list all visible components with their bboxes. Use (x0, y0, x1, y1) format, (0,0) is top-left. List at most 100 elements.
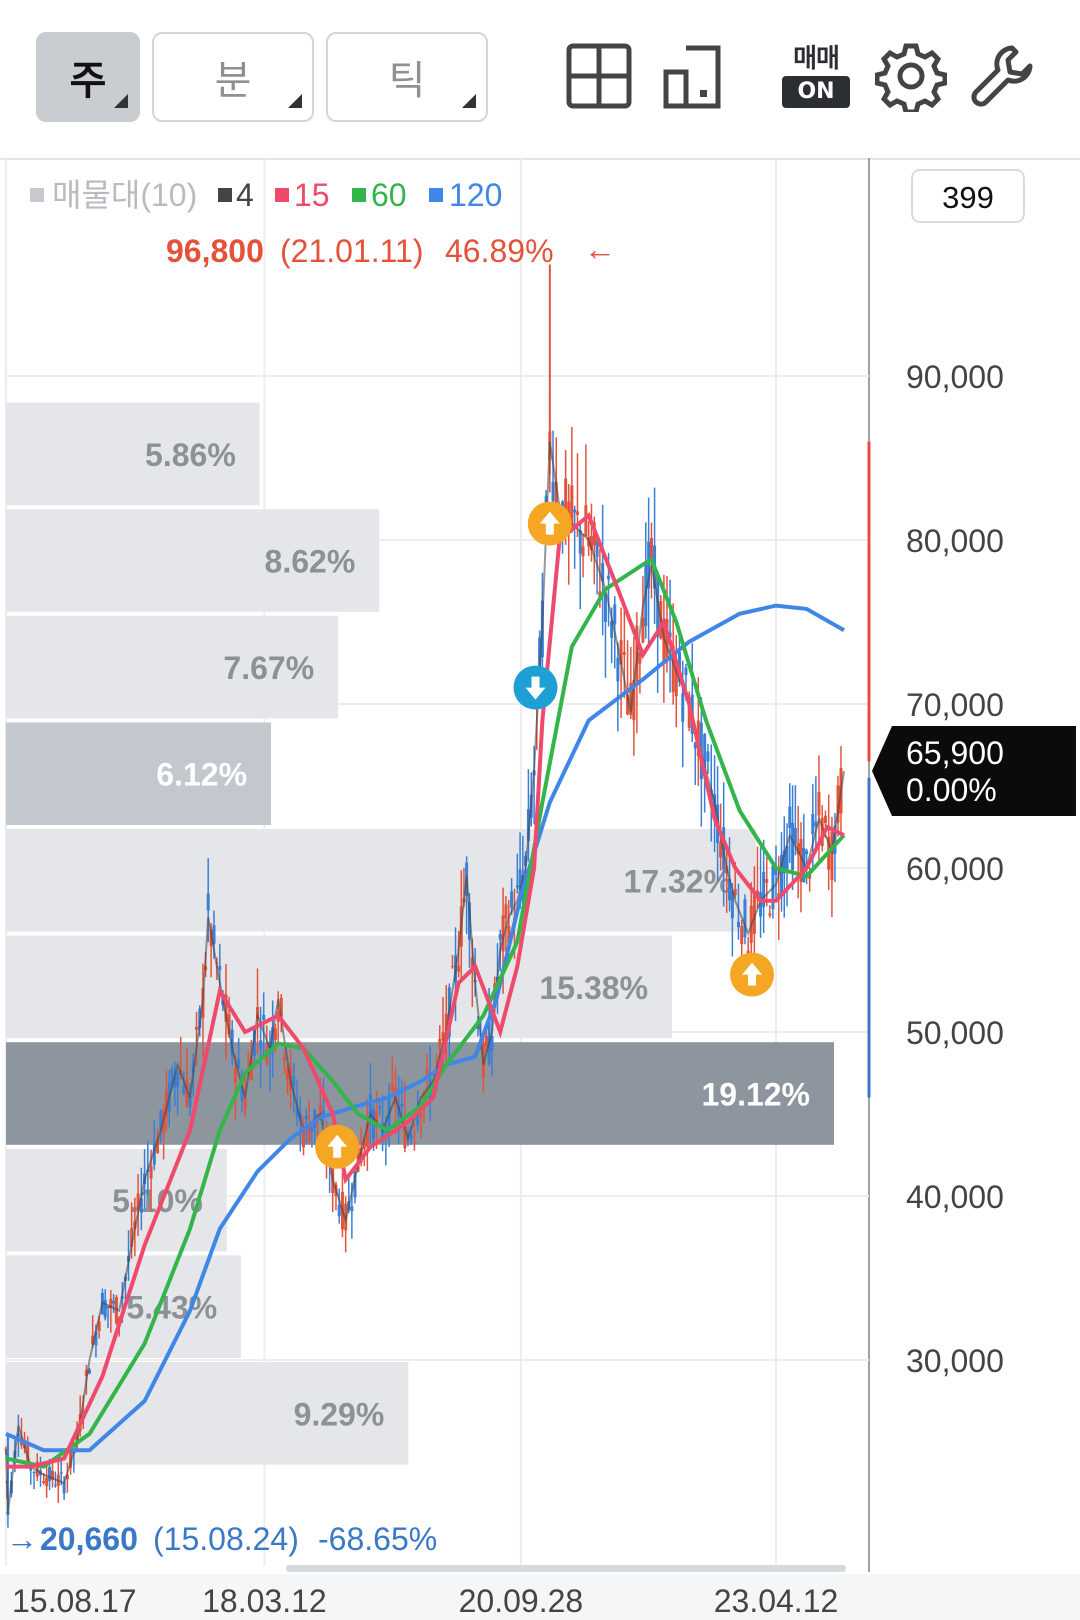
candle-body (595, 539, 599, 557)
candle-body (35, 1461, 39, 1477)
candle-body (173, 1076, 177, 1088)
split-screen-icon[interactable] (656, 40, 728, 112)
legend-swatch-ma120 (429, 188, 443, 202)
candle-body (318, 1105, 322, 1118)
volume-profile-bar (6, 722, 272, 825)
candle-body (613, 604, 617, 625)
candle-body (4, 1448, 8, 1451)
candle-body (243, 1096, 247, 1110)
volume-profile-bar (6, 1042, 834, 1145)
candle-body (759, 892, 763, 917)
candle-body (450, 966, 454, 968)
y-tick-label: 40,000 (906, 1179, 1004, 1215)
candle-body (273, 1028, 277, 1041)
candle-body (811, 814, 815, 835)
volume-profile-label: 5.43% (126, 1290, 217, 1326)
legend-ma120: 120 (449, 177, 502, 213)
candle-body (441, 1032, 445, 1041)
candle-body (94, 1331, 98, 1346)
candle-body (746, 950, 750, 955)
candle-body (570, 485, 574, 526)
candle-body (581, 546, 585, 557)
candle-body (156, 1139, 160, 1154)
candle-body (551, 481, 555, 502)
candle-body (368, 1094, 372, 1123)
candle-body (292, 1075, 296, 1086)
candle-body (375, 1110, 379, 1122)
candle-body (752, 892, 756, 934)
candle-body (684, 667, 688, 675)
candle-body (164, 1090, 168, 1118)
legend-swatch-profile (30, 188, 44, 202)
grid-layout-icon[interactable] (563, 40, 635, 112)
volume-profile-label: 5.86% (145, 437, 236, 473)
candle-body (438, 1038, 442, 1047)
count-badge[interactable] (911, 169, 1025, 223)
candle-body (259, 1040, 263, 1049)
signal-arrow-glyph (539, 511, 560, 535)
candle-body (706, 751, 710, 762)
candle-body (149, 1165, 153, 1179)
candle-body (109, 1298, 113, 1309)
candle-body (310, 1126, 314, 1132)
chart-scrollbar[interactable] (286, 1565, 846, 1572)
candle-body (218, 965, 222, 971)
candle-body (359, 1148, 363, 1163)
candle-body (647, 541, 651, 589)
candle-body (188, 1095, 192, 1108)
low-arrow-icon: → (6, 1521, 38, 1557)
candle-body (504, 904, 508, 919)
ma60-line (5, 556, 846, 1469)
candle-body (820, 817, 824, 847)
candle-body (490, 1035, 494, 1051)
candle-body (728, 878, 732, 901)
candle-body (762, 871, 766, 908)
candle-body (743, 899, 747, 938)
tab-tick-label: 틱 (388, 58, 426, 104)
signal-arrow-glyph (742, 962, 763, 986)
volume-profile-bar (6, 509, 380, 612)
candle-body (823, 815, 827, 824)
legend-ma60: 60 (371, 177, 407, 213)
candle-body (139, 1198, 143, 1213)
y-tick-label: 60,000 (906, 851, 1004, 887)
candle-body (87, 1369, 91, 1374)
low-pct: -68.65% (318, 1521, 437, 1557)
candle-body (416, 1114, 420, 1126)
candle-body (295, 1107, 299, 1117)
candle-body (610, 620, 614, 638)
low-price: 20,660 (40, 1521, 138, 1557)
candle-body (589, 535, 593, 551)
candle-body (668, 632, 672, 638)
candle-body (788, 806, 792, 829)
x-tick-label: 20.09.28 (459, 1583, 584, 1619)
candle-body (81, 1410, 85, 1414)
candle-body (91, 1335, 95, 1345)
tab-minute[interactable]: 분 (152, 32, 314, 122)
low-date: (15.08.24) (153, 1521, 299, 1557)
tab-tick[interactable]: 틱 (326, 32, 488, 122)
candle-body (638, 652, 642, 664)
candle-body (419, 1112, 423, 1118)
volume-profile-label: 17.32% (624, 863, 733, 899)
count-badge-text: 399 (942, 180, 994, 215)
candle-body (814, 821, 818, 827)
wrench-tools-icon[interactable] (968, 40, 1040, 112)
candle-body (103, 1299, 107, 1318)
signal-arrow-glyph (525, 676, 546, 700)
candle-body (182, 1085, 186, 1095)
y-tick-label: 30,000 (906, 1343, 1004, 1379)
candle-body (791, 822, 795, 871)
tab-weekly[interactable]: 주 (36, 32, 140, 122)
candle-body (501, 915, 505, 952)
candle-body (265, 1049, 269, 1064)
settings-gear-icon[interactable] (874, 40, 948, 115)
trade-toggle-icon[interactable]: 매매 ON (782, 44, 850, 112)
current-price-tag: 65,900 0.00% (872, 726, 1076, 816)
candle-body (302, 1130, 306, 1148)
candle-body (768, 913, 772, 916)
moving-average-lines (5, 441, 846, 1514)
candle-body (799, 838, 803, 882)
candle-body (62, 1481, 66, 1494)
